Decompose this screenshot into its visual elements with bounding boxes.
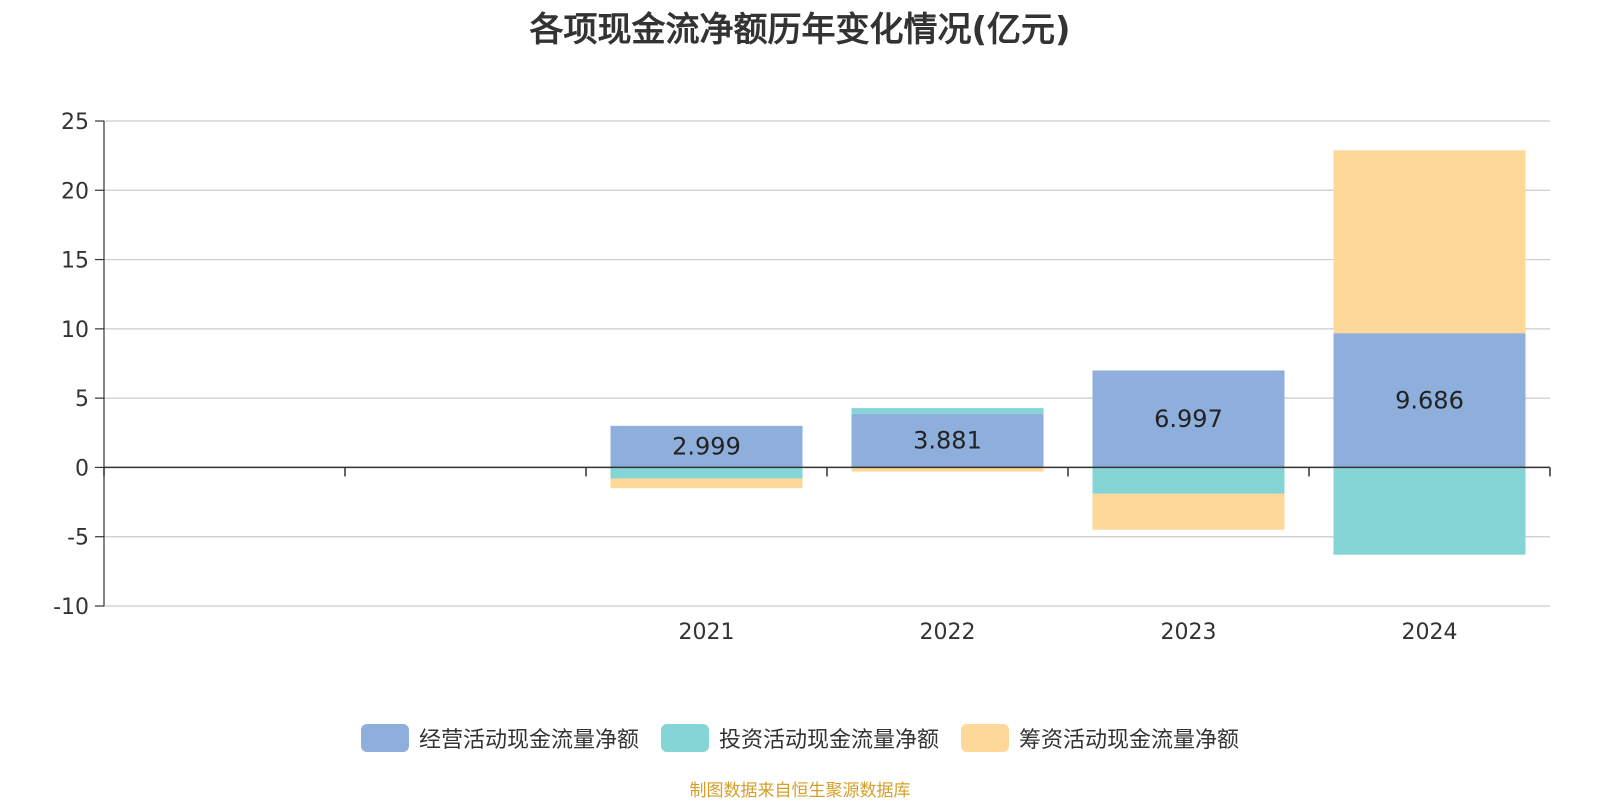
- bar-operating-2023: [1092, 370, 1285, 468]
- legend-swatch-financing: [961, 724, 1009, 752]
- legend-item-operating[interactable]: 经营活动现金流量净额: [360, 722, 639, 754]
- y-tick-label: 25: [61, 110, 89, 135]
- y-tick-label: 10: [61, 318, 89, 343]
- bar-operating-2024: [1333, 333, 1526, 468]
- data-label-2022: 3.881: [913, 427, 982, 455]
- legend-label-financing: 筹资活动现金流量净额: [1019, 728, 1240, 753]
- data-source-note: 制图数据来自恒生聚源数据库: [689, 781, 911, 801]
- x-tick-label-2021: 2021: [679, 620, 735, 645]
- legend-item-investing[interactable]: 投资活动现金流量净额: [660, 722, 939, 754]
- bar-financing-2022: [851, 467, 1044, 472]
- bar-investing-2022: [851, 408, 1044, 414]
- data-label-2021: 2.999: [672, 433, 741, 461]
- bar-operating-2022: [851, 413, 1044, 468]
- bar-financing-2023: [1092, 493, 1285, 530]
- legend-swatch-operating: [360, 724, 409, 752]
- data-label-2023: 6.997: [1154, 405, 1223, 433]
- data-label-2024: 9.686: [1395, 386, 1464, 414]
- y-tick-label: 5: [75, 387, 89, 412]
- y-tick-label: 15: [61, 249, 89, 274]
- bar-financing-2021: [610, 478, 803, 489]
- bar-financing-2024: [1333, 150, 1526, 334]
- bar-investing-2024: [1333, 467, 1526, 555]
- y-tick-label: -5: [67, 526, 89, 551]
- chart-legend: 经营活动现金流量净额 投资活动现金流量净额 筹资活动现金流量净额: [0, 722, 1600, 754]
- x-tick-label-2023: 2023: [1161, 620, 1217, 645]
- y-tick-label: -10: [53, 595, 89, 620]
- y-tick-label: 0: [75, 456, 89, 481]
- y-tick-label: 20: [61, 179, 89, 204]
- chart-title: 各项现金流净额历年变化情况(亿元): [529, 10, 1071, 50]
- stacked-bar-chart: 25 20 15 10 5 0 -5 -10 2.999 2021 3.881 2022 6.997 20…: [53, 110, 1551, 645]
- bar-operating-2021: [610, 425, 803, 468]
- bar-investing-2023: [1092, 467, 1285, 494]
- bar-investing-2021: [610, 467, 803, 479]
- legend-swatch-investing: [660, 724, 709, 752]
- legend-label-operating: 经营活动现金流量净额: [418, 728, 639, 753]
- x-tick-label-2024: 2024: [1402, 620, 1458, 645]
- legend-label-investing: 投资活动现金流量净额: [718, 728, 939, 753]
- legend-item-financing[interactable]: 筹资活动现金流量净额: [961, 722, 1239, 754]
- x-tick-label-2022: 2022: [920, 620, 976, 645]
